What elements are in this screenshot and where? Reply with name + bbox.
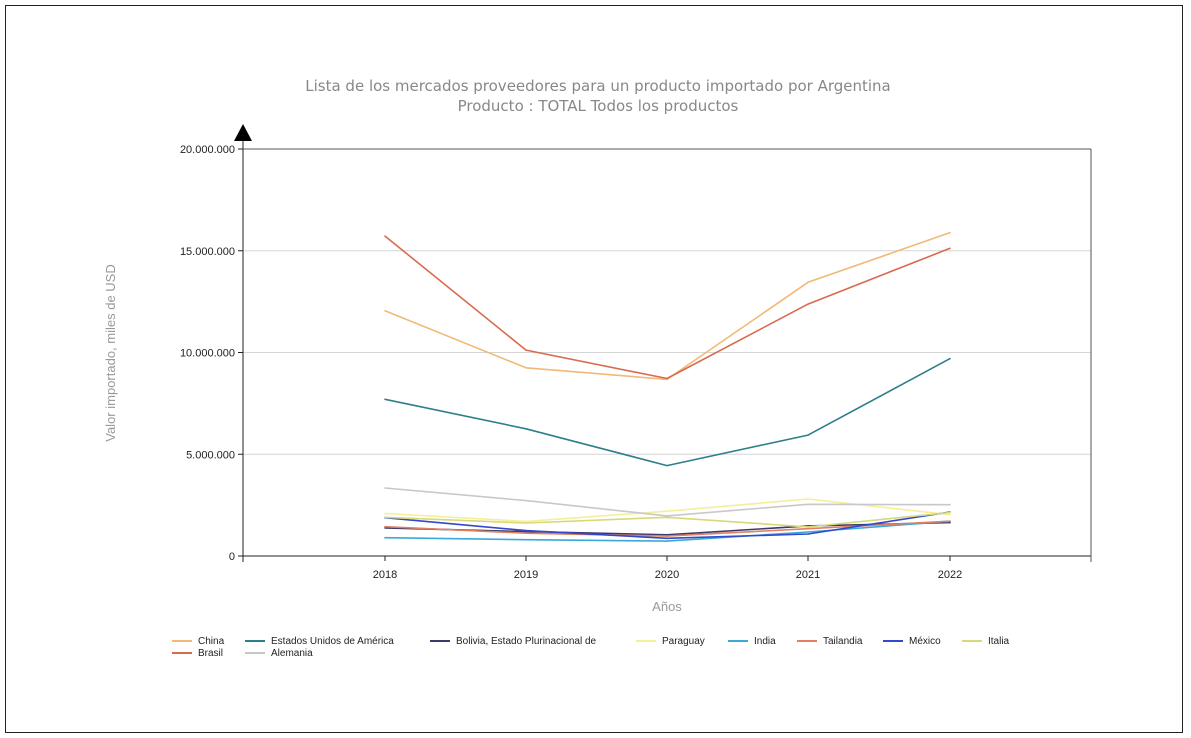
data-point-6-3 — [807, 533, 809, 535]
x-tick-label: 2019 — [514, 569, 538, 581]
data-point-1-0 — [384, 398, 386, 401]
y-axis-arrow — [234, 124, 252, 141]
chart-subtitle: Producto : TOTAL Todos los productos — [457, 97, 739, 115]
series-line-1 — [384, 357, 951, 467]
data-point-8-0 — [384, 235, 386, 237]
data-point-1-3 — [807, 434, 809, 436]
data-point-3-1 — [525, 520, 527, 523]
data-point-5-1 — [525, 532, 527, 534]
data-point-5-0 — [384, 525, 386, 528]
legend-label: Brasil — [198, 648, 223, 659]
legend-label: Estados Unidos de América — [271, 636, 394, 647]
data-point-1-4 — [949, 357, 951, 360]
data-point-9-2 — [666, 515, 668, 517]
data-point-9-1 — [525, 499, 527, 502]
data-point-1-2 — [666, 464, 668, 467]
data-point-7-3 — [807, 526, 809, 528]
data-point-8-1 — [525, 349, 527, 351]
data-point-4-3 — [807, 531, 809, 533]
y-axis-title: Valor importado, miles de USD — [103, 264, 118, 442]
chart-title: Lista de los mercados proveedores para u… — [305, 77, 891, 95]
data-point-7-2 — [666, 516, 668, 519]
legend-label: Italia — [988, 636, 1010, 647]
data-point-9-0 — [384, 487, 386, 489]
y-tick-label: 20.000.000 — [180, 144, 235, 156]
data-point-3-3 — [807, 498, 809, 500]
data-point-5-2 — [666, 535, 668, 537]
legend-label: China — [198, 636, 225, 647]
data-point-9-3 — [807, 503, 809, 506]
series-line-5 — [384, 520, 951, 537]
legend-label: México — [909, 636, 941, 647]
data-point-5-4 — [949, 520, 951, 522]
data-point-4-1 — [525, 538, 527, 541]
data-point-0-0 — [384, 310, 386, 312]
legend-label: Bolivia, Estado Plurinacional de — [456, 636, 597, 647]
y-tick-label: 0 — [229, 551, 235, 563]
chart-title-block: Lista de los mercados proveedores para u… — [0, 76, 1191, 116]
legend-label: Tailandia — [823, 636, 863, 647]
data-point-6-1 — [525, 529, 527, 532]
data-point-0-4 — [949, 231, 951, 234]
data-point-3-0 — [384, 512, 386, 515]
legend-label: Paraguay — [662, 636, 705, 647]
y-tick-label: 5.000.000 — [186, 449, 235, 461]
series-line-8 — [384, 235, 951, 380]
chart-frame — [5, 5, 1183, 733]
x-tick-label: 2020 — [655, 569, 679, 581]
x-tick-label: 2022 — [938, 569, 962, 581]
y-tick-label: 15.000.000 — [180, 246, 235, 258]
data-point-8-2 — [666, 377, 668, 380]
legend-label: Alemania — [271, 648, 313, 659]
data-point-6-2 — [666, 537, 668, 540]
data-point-3-4 — [949, 513, 951, 516]
data-point-0-3 — [807, 281, 809, 284]
y-tick-label: 10.000.000 — [180, 348, 235, 360]
data-point-3-2 — [666, 510, 668, 512]
data-point-7-1 — [525, 522, 527, 524]
data-point-4-2 — [666, 540, 668, 542]
data-point-2-4 — [949, 521, 951, 524]
legend-label: India — [754, 636, 776, 647]
data-point-5-3 — [807, 527, 809, 530]
data-point-1-1 — [525, 428, 527, 430]
data-point-0-1 — [525, 367, 527, 369]
data-point-7-0 — [384, 516, 386, 519]
data-point-4-0 — [384, 536, 386, 539]
series-line-0 — [384, 231, 951, 381]
x-tick-label: 2018 — [373, 569, 397, 581]
data-point-8-3 — [807, 303, 809, 305]
x-axis-title: Años — [652, 599, 682, 614]
data-point-8-4 — [949, 247, 951, 250]
data-point-9-4 — [949, 503, 951, 506]
data-point-7-4 — [949, 511, 951, 514]
data-point-2-2 — [666, 534, 668, 536]
x-tick-label: 2021 — [796, 569, 820, 581]
